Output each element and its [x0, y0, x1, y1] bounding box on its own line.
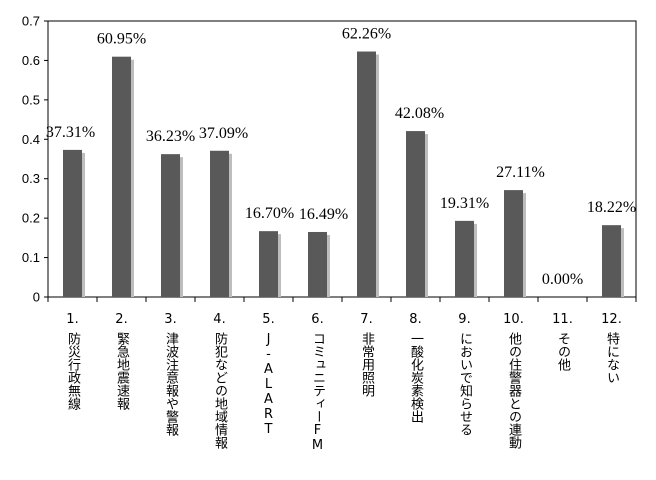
data-labels: 37.31% 60.95% 36.23% 37.09% 16.70% 16.49% 62.2… [46, 26, 636, 288]
bar [357, 51, 376, 297]
category-label: 一酸化炭素検出 [408, 332, 424, 423]
bar [504, 190, 523, 297]
category-number: 7. [360, 312, 372, 327]
data-label: 16.49% [299, 206, 348, 223]
category-number: 9. [458, 312, 470, 327]
y-tick-label: 0.4 [22, 132, 40, 147]
category-label: 特にない [604, 332, 620, 384]
y-tick-label: 0.6 [22, 53, 40, 68]
bar [210, 150, 229, 297]
category-number: 3. [164, 312, 176, 327]
y-tick-label: 0.5 [22, 92, 40, 107]
data-label: 19.31% [440, 195, 489, 212]
bar [406, 131, 425, 297]
y-tick-label: 0.2 [22, 211, 40, 226]
x-axis-categories: 1. 防災行政無線 2. 緊急地震速報 3. 津波注意報や警報 4. 防犯などの地域情報 5. J… [47, 297, 637, 453]
category-number: 2. [115, 312, 127, 327]
data-label: 27.11% [496, 164, 545, 181]
data-label: 18.22% [587, 199, 636, 216]
category-number: 1. [66, 312, 78, 327]
category-label: 防災行政無線 [65, 331, 81, 410]
bar [259, 231, 278, 297]
category-number: 4. [213, 312, 225, 327]
y-axis: 0 0.1 0.2 0.3 0.4 0.5 0.6 0.7 [22, 14, 48, 305]
category-number: 6. [311, 312, 323, 327]
category-label: その他 [555, 332, 571, 372]
category-number: 12. [601, 312, 622, 327]
y-tick-label: 0.7 [22, 14, 40, 29]
y-tick-label: 0.1 [22, 250, 40, 265]
bar [112, 56, 131, 297]
category-label: J-ALART [261, 332, 276, 437]
category-label: 緊急地震速報 [114, 332, 130, 410]
plot-area [47, 20, 637, 298]
data-label: 37.31% [46, 124, 95, 141]
bar [63, 149, 82, 297]
bar-series [63, 51, 624, 297]
data-label: 60.95% [97, 31, 146, 48]
data-label: 16.70% [245, 205, 294, 222]
category-label: 津波注意報や警報 [163, 332, 179, 436]
data-label: 37.09% [199, 125, 248, 142]
category-label: においで知らせる [457, 332, 473, 436]
y-tick-label: 0 [33, 290, 40, 305]
category-label: 非常用照明 [359, 332, 375, 398]
category-number: 11. [552, 312, 573, 327]
data-label: 36.23% [146, 128, 195, 145]
data-label: 62.26% [342, 26, 391, 43]
y-tick-label: 0.3 [22, 171, 40, 186]
data-label: 42.08% [395, 105, 444, 122]
bar [602, 225, 621, 297]
bar [455, 220, 474, 297]
bar [161, 154, 180, 297]
category-label: 防犯などの地域情報 [212, 331, 228, 449]
category-number: 10. [503, 312, 524, 327]
category-number: 8. [409, 312, 421, 327]
category-number: 5. [262, 312, 274, 327]
category-label: コミュニティーFM [310, 332, 325, 453]
category-label: 他の住警器との連動 [506, 332, 522, 450]
bar [308, 231, 327, 297]
data-label: 0.00% [542, 271, 583, 288]
